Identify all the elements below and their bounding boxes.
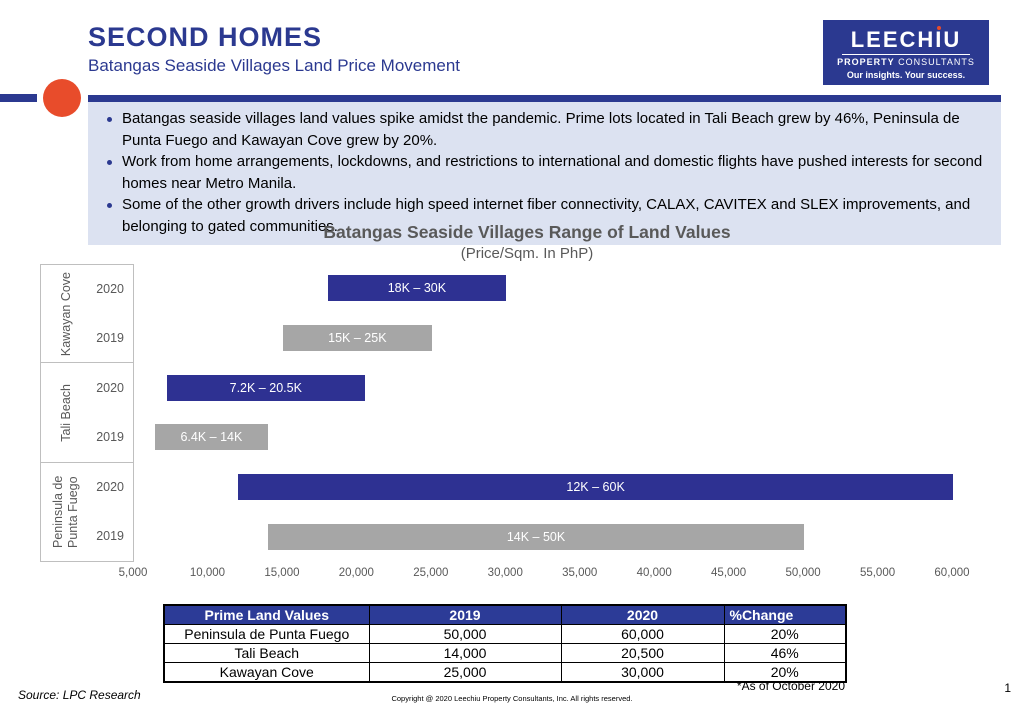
x-tick-label: 20,000 xyxy=(338,567,374,579)
table-cell: 14,000 xyxy=(368,643,562,663)
range-bar-tali-beach-2020: 7.2K – 20.5K xyxy=(166,374,365,401)
axis-group-tali-beach: Tali Beach 2020 2019 xyxy=(41,363,133,463)
highlights-box: Batangas seaside villages land values sp… xyxy=(88,95,1001,245)
table-row: Peninsula de Punta Fuego 50,000 60,000 20% xyxy=(163,624,847,644)
table-header-cell: 2019 xyxy=(368,604,562,625)
bar-range-label: 15K – 25K xyxy=(328,331,387,345)
page-number: 1 xyxy=(1004,681,1011,695)
axis-group-label-wrap: Peninsula de Punta Fuego xyxy=(41,463,91,561)
bar-range-label: 18K – 30K xyxy=(387,281,447,296)
x-tick-label: 50,000 xyxy=(785,567,821,579)
table-header-cell: %Change xyxy=(723,604,847,625)
axis-year-label: 2020 xyxy=(96,480,124,495)
bullet-dot-icon xyxy=(107,160,112,165)
chart-x-axis: 5,000 10,000 15,000 20,000 25,000 30,000 35,00… xyxy=(119,564,1014,586)
axis-year-label: 2019 xyxy=(96,330,124,345)
bar-range-label: 12K – 60K xyxy=(566,480,625,494)
chart-category-axis: Kawayan Cove 2020 2019 Tali Beach 2020 2019 Pe… xyxy=(40,264,133,562)
x-tick-label: 60,000 xyxy=(934,567,970,579)
x-tick-label: 25,000 xyxy=(413,567,449,579)
bullet-text: Batangas seaside villages land values sp… xyxy=(122,110,960,149)
axis-group-label: Peninsula de Punta Fuego xyxy=(51,475,80,548)
bullet-list: Batangas seaside villages land values sp… xyxy=(98,108,985,237)
table-header-cell: 2020 xyxy=(560,604,725,625)
axis-year-label: 2019 xyxy=(96,529,124,544)
axis-group-label: Tali Beach xyxy=(58,383,73,442)
bullet-item: Batangas seaside villages land values sp… xyxy=(98,108,985,151)
bullet-item: Some of the other growth drivers include… xyxy=(98,194,985,237)
bullet-item: Work from home arrangements, lockdowns, … xyxy=(98,151,985,194)
chart-subtitle: (Price/Sqm. In PhP) xyxy=(460,245,594,262)
x-tick-label: 5,000 xyxy=(118,567,148,579)
copyright-note: Copyright @ 2020 Leechiu Property Consul… xyxy=(391,694,633,703)
range-bar-peninsula-de-punta-fuego-2020: 12K – 60K xyxy=(238,474,953,500)
x-tick-label: 55,000 xyxy=(859,567,896,579)
x-tick-label: 45,000 xyxy=(711,567,747,579)
table-header-row: Prime Land Values 2019 2020 %Change xyxy=(163,604,847,625)
page-title: SECOND HOMES xyxy=(88,22,323,52)
table-row: Tali Beach 14,000 20,500 46% xyxy=(163,643,847,663)
logo-motto: Our insights. Your success. xyxy=(846,70,966,80)
bullet-text: Work from home arrangements, lockdowns, … xyxy=(122,153,983,192)
bullet-dot-icon xyxy=(107,117,112,122)
axis-year-labels: 2020 2019 xyxy=(91,265,133,362)
axis-group-label-wrap: Kawayan Cove xyxy=(41,265,91,362)
table-cell: 20% xyxy=(723,624,847,644)
table-cell: 50,000 xyxy=(368,624,562,644)
logo-red-dot-icon xyxy=(937,26,942,30)
company-logo: LEECHIU PROPERTY CONSULTANTS Our insight… xyxy=(823,20,989,85)
x-tick-label: 40,000 xyxy=(636,567,672,579)
table-cell: Kawayan Cove xyxy=(163,662,370,683)
axis-group-kawayan-cove: Kawayan Cove 2020 2019 xyxy=(41,264,133,364)
prime-land-values-table: Prime Land Values 2019 2020 %Change Peninsu… xyxy=(163,604,847,683)
table-cell: 30,000 xyxy=(560,662,725,683)
logo-divider xyxy=(842,54,970,55)
table-header-cell: Prime Land Values xyxy=(163,604,370,625)
table-footnote: *As of October 2020 xyxy=(736,679,845,693)
decorative-orange-circle xyxy=(43,79,81,117)
x-tick-label: 35,000 xyxy=(562,567,598,579)
range-bar-kawayan-cove-2020: 18K – 30K xyxy=(327,275,507,302)
table-row: Kawayan Cove 25,000 30,000 20% xyxy=(163,662,847,683)
bullet-dot-icon xyxy=(107,203,112,208)
axis-year-label: 2019 xyxy=(96,430,124,445)
chart-title: Batangas Seaside Villages Range of Land … xyxy=(323,222,731,242)
logo-wordmark: LEECHIU xyxy=(850,26,962,52)
axis-group-peninsula-de-punta-fuego: Peninsula de Punta Fuego 2020 2019 xyxy=(41,463,133,562)
x-tick-label: 10,000 xyxy=(189,567,226,579)
table-cell: 46% xyxy=(723,643,847,663)
table-cell: 25,000 xyxy=(368,662,562,683)
axis-year-labels: 2020 2019 xyxy=(91,363,133,461)
axis-group-label-wrap: Tali Beach xyxy=(41,363,91,461)
axis-year-labels: 2020 2019 xyxy=(91,463,133,561)
table-cell: Peninsula de Punta Fuego xyxy=(163,624,370,644)
bar-range-label: 14K – 50K xyxy=(506,529,566,544)
chart-plot-area: 18K – 30K 15K – 25K 7.2K – 20.5K 6.4K – 14K… xyxy=(133,264,1014,562)
bar-range-label: 7.2K – 20.5K xyxy=(229,380,302,395)
table-cell: 20% xyxy=(723,662,847,683)
logo-tagline-rest: CONSULTANTS xyxy=(894,57,975,67)
table-cell: 60,000 xyxy=(560,624,725,644)
x-tick-label: 30,000 xyxy=(487,567,523,579)
axis-year-label: 2020 xyxy=(96,380,124,395)
logo-tagline: PROPERTY CONSULTANTS xyxy=(823,57,989,67)
range-bar-tali-beach-2019: 6.4K – 14K xyxy=(154,424,268,451)
axis-year-label: 2020 xyxy=(96,282,124,297)
logo-name-text: LEECHIU xyxy=(850,27,962,52)
range-bar-chart: Kawayan Cove 2020 2019 Tali Beach 2020 2019 Pe… xyxy=(40,264,1014,579)
bar-range-label: 6.4K – 14K xyxy=(180,430,243,445)
table-cell: Tali Beach xyxy=(163,643,370,663)
page-subtitle: Batangas Seaside Villages Land Price Mov… xyxy=(88,56,461,75)
x-tick-label: 15,000 xyxy=(264,567,300,579)
axis-group-label: Kawayan Cove xyxy=(58,271,73,356)
bullet-text: Some of the other growth drivers include… xyxy=(122,196,971,235)
decorative-blue-bar xyxy=(0,94,37,102)
range-bar-peninsula-de-punta-fuego-2019: 14K – 50K xyxy=(268,523,805,550)
source-note: Source: LPC Research xyxy=(18,688,141,702)
logo-tagline-bold: PROPERTY xyxy=(837,57,895,67)
range-bar-kawayan-cove-2019: 15K – 25K xyxy=(282,325,432,351)
table-cell: 20,500 xyxy=(560,643,725,663)
